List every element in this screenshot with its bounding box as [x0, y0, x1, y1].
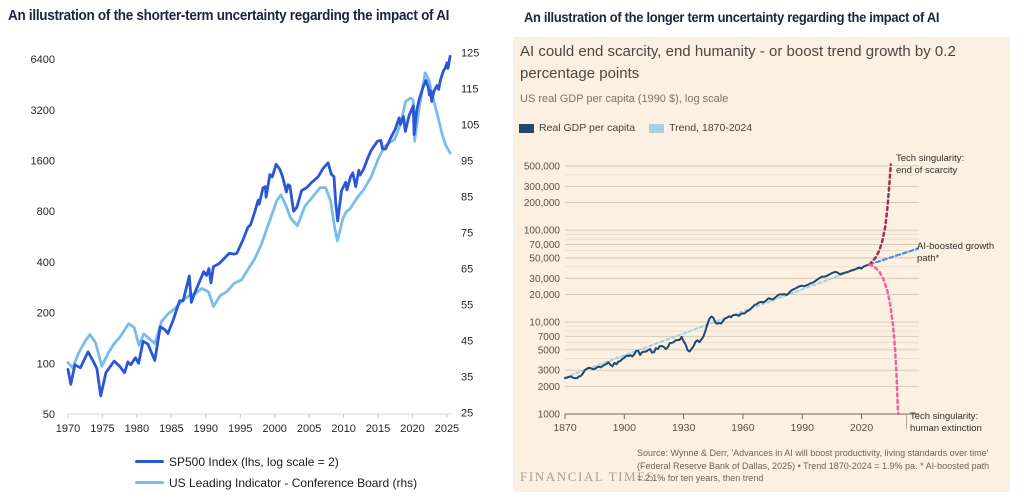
right-chart-title: An illustration of the longer term uncer…: [524, 9, 940, 25]
annotation-connector-line: [906, 413, 907, 429]
gdp-swatch: [519, 123, 534, 133]
svg-text:7000: 7000: [538, 332, 561, 343]
svg-text:2000: 2000: [262, 423, 286, 435]
ft-legend: Real GDP per capita Trend, 1870-2024: [519, 122, 752, 134]
svg-text:1600: 1600: [31, 156, 55, 168]
trend-swatch: [649, 123, 665, 133]
svg-text:100: 100: [37, 358, 55, 370]
svg-text:25: 25: [461, 408, 473, 420]
sp500-line-swatch: [135, 459, 164, 464]
svg-text:1870: 1870: [553, 422, 577, 434]
legend-label: US Leading Indicator - Conference Board …: [169, 475, 418, 490]
svg-text:1995: 1995: [228, 423, 252, 435]
svg-text:1900: 1900: [613, 422, 637, 434]
svg-text:30,000: 30,000: [529, 274, 560, 285]
legend-item-lei: US Leading Indicator - Conference Board …: [135, 472, 417, 493]
annotation-ai-boosted-path: AI-boosted growth path*: [917, 241, 995, 264]
svg-text:50,000: 50,000: [529, 253, 560, 264]
legend-label: Real GDP per capita: [539, 122, 636, 134]
svg-text:2020: 2020: [850, 422, 874, 434]
sp500-lei-line-chart: 1970 1975 1980 1985 1990 1995 2000 2005 2010 2015…: [31, 48, 480, 436]
legend-label: SP500 Index (lhs, log scale = 2): [169, 454, 339, 469]
svg-text:1000: 1000: [538, 410, 561, 421]
svg-text:125: 125: [461, 48, 479, 60]
ft-chart-background: [513, 37, 1010, 492]
svg-text:35: 35: [461, 372, 473, 384]
lei-line-swatch: [135, 480, 164, 485]
source-note: Source: Wynne & Derr, 'Advances in AI wi…: [637, 448, 990, 483]
svg-text:400: 400: [37, 257, 55, 269]
svg-text:115: 115: [461, 84, 479, 96]
svg-text:1975: 1975: [90, 423, 114, 435]
svg-text:50: 50: [43, 409, 55, 421]
ft-chart-subtitle: AI could end scarcity, end humanity - or…: [520, 43, 956, 82]
legend-label: Trend, 1870-2024: [669, 122, 753, 134]
svg-text:2010: 2010: [331, 423, 355, 435]
svg-text:3000: 3000: [538, 366, 561, 377]
left-chart-title: An illustration of the shorter-term unce…: [8, 8, 450, 24]
svg-text:1960: 1960: [731, 422, 755, 434]
svg-text:1990: 1990: [194, 423, 218, 435]
svg-text:2025: 2025: [435, 423, 459, 435]
svg-text:300,000: 300,000: [524, 182, 561, 193]
svg-text:10,000: 10,000: [529, 318, 560, 329]
svg-text:55: 55: [461, 300, 473, 312]
svg-text:2020: 2020: [400, 423, 424, 435]
annotation-human-extinction: Tech singularity: human extinction: [910, 411, 982, 434]
svg-text:75: 75: [461, 228, 473, 240]
svg-text:200: 200: [37, 308, 55, 320]
svg-text:200,000: 200,000: [524, 198, 561, 209]
svg-text:45: 45: [461, 336, 473, 348]
svg-text:1930: 1930: [672, 422, 696, 434]
annotation-end-of-scarcity: Tech singularity: end of scarcity: [896, 153, 965, 176]
svg-text:6400: 6400: [31, 54, 55, 66]
ft-axis-note: US real GDP per capita (1990 $), log sca…: [520, 93, 729, 105]
svg-text:500,000: 500,000: [524, 161, 561, 172]
svg-text:1990: 1990: [791, 422, 815, 434]
svg-text:1970: 1970: [56, 423, 80, 435]
svg-text:2000: 2000: [538, 382, 561, 393]
svg-text:95: 95: [461, 156, 473, 168]
left-chart-legend: SP500 Index (lhs, log scale = 2) US Lead…: [135, 451, 417, 493]
svg-text:100,000: 100,000: [524, 226, 561, 237]
svg-text:85: 85: [461, 192, 473, 204]
legend-item-sp500: SP500 Index (lhs, log scale = 2): [135, 451, 417, 472]
svg-text:3200: 3200: [31, 105, 55, 117]
svg-text:2015: 2015: [366, 423, 390, 435]
legend-item-trend: Trend, 1870-2024: [649, 122, 752, 134]
svg-text:5000: 5000: [538, 345, 561, 356]
financial-times-logo: FINANCIAL TIMES: [520, 469, 656, 484]
svg-text:20,000: 20,000: [529, 290, 560, 301]
svg-text:105: 105: [461, 120, 479, 132]
svg-text:1980: 1980: [125, 423, 149, 435]
svg-text:2005: 2005: [297, 423, 321, 435]
svg-text:65: 65: [461, 264, 473, 276]
svg-text:1985: 1985: [159, 423, 183, 435]
legend-item-gdp: Real GDP per capita: [519, 122, 635, 134]
svg-text:70,000: 70,000: [529, 240, 560, 251]
svg-text:800: 800: [37, 206, 55, 218]
